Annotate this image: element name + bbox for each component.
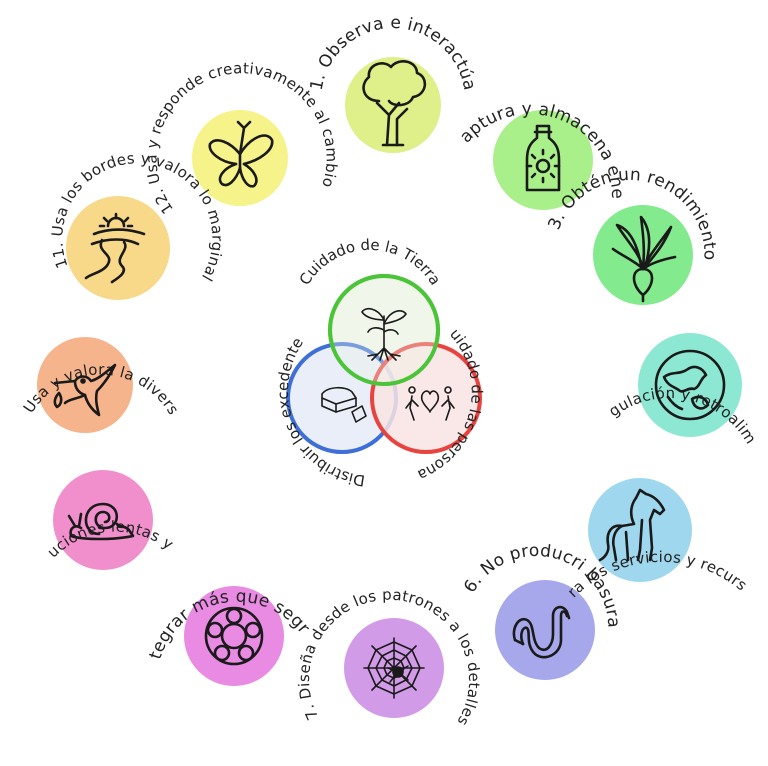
principle-4-circle — [638, 333, 742, 437]
principle-8-label: 8. Integrar más que segregar — [0, 0, 313, 662]
jar-sun-icon — [525, 124, 561, 192]
hummingbird-icon — [53, 363, 117, 417]
principle-10-circle — [37, 337, 133, 433]
flower-ring-icon — [204, 606, 264, 666]
people-care-circle — [370, 342, 482, 454]
principle-8-circle — [184, 586, 284, 686]
cake-icon — [321, 386, 367, 423]
people-icon — [405, 386, 455, 421]
tree-icon — [362, 60, 427, 147]
sprout-icon — [361, 307, 407, 361]
ethics-venn — [286, 274, 482, 454]
globe-icon — [654, 349, 726, 421]
river-sun-icon — [84, 212, 146, 284]
principle-6-circle — [495, 580, 595, 680]
snail-icon — [67, 502, 135, 541]
horse-icon — [598, 488, 666, 562]
principle-5-circle — [588, 478, 692, 582]
butterfly-icon — [208, 120, 274, 188]
worm-icon — [512, 605, 571, 659]
principle-9-circle — [53, 470, 153, 570]
beet-icon — [611, 215, 677, 303]
principle-11-circle — [66, 196, 170, 300]
spider-web-icon — [363, 637, 425, 699]
